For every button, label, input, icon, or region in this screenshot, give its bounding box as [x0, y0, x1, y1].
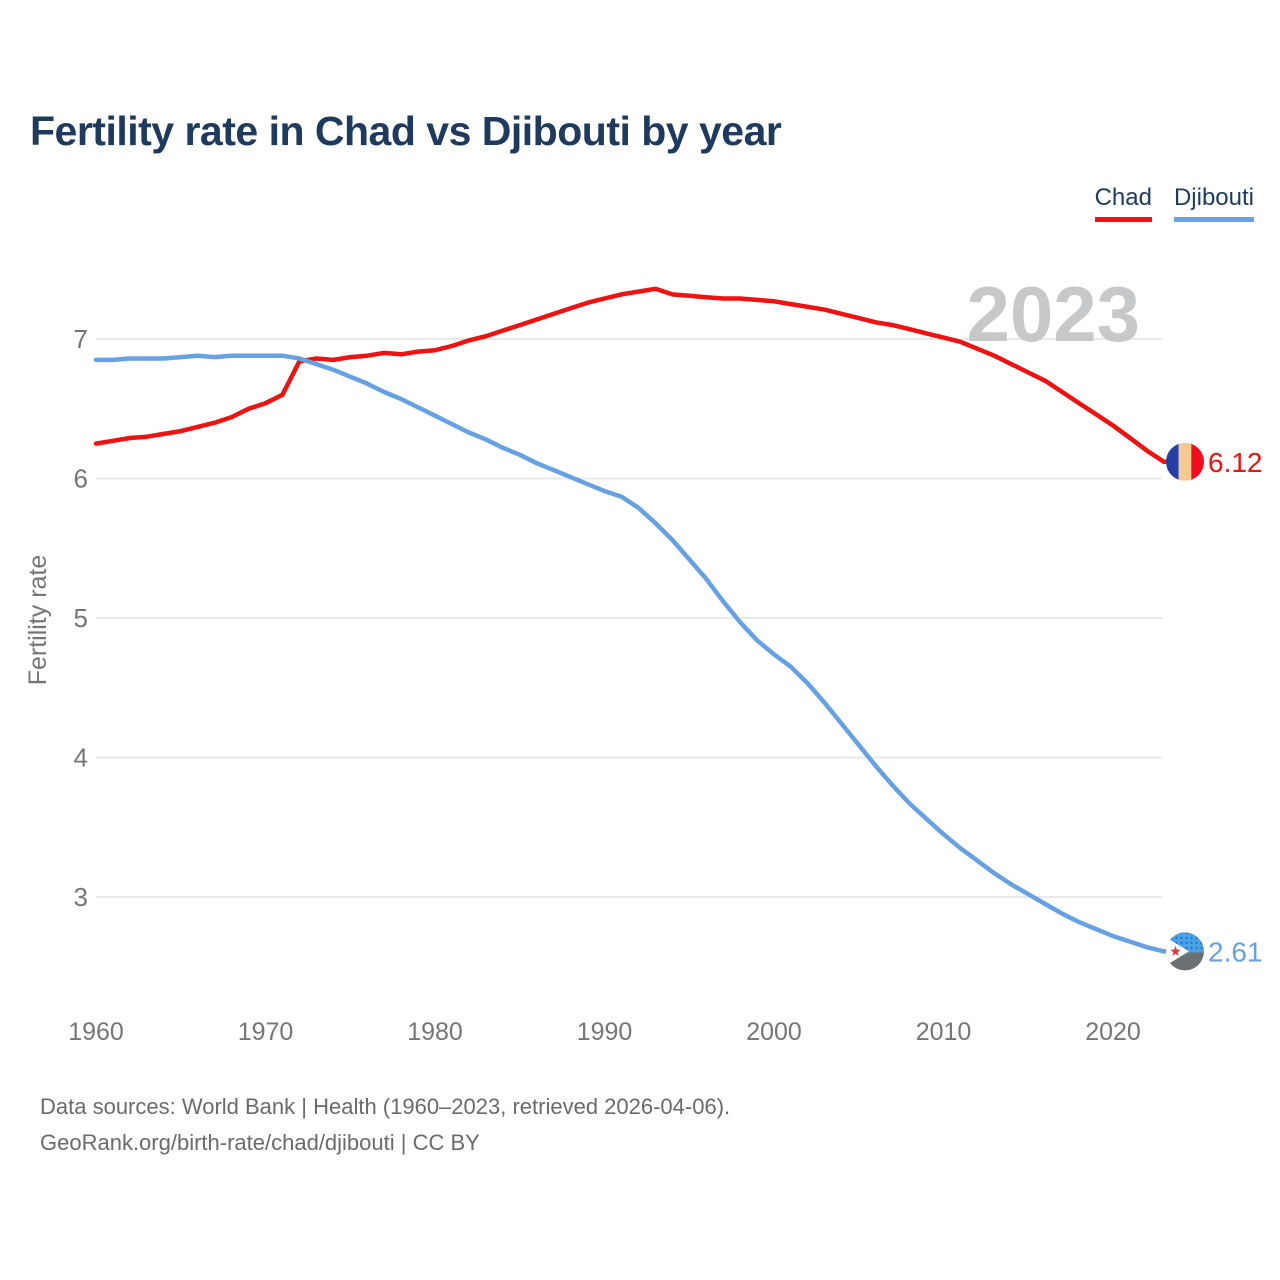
x-tick-label-1970: 1970 [238, 1018, 294, 1046]
x-tick-label-1990: 1990 [577, 1018, 633, 1046]
legend-item-djibouti[interactable]: Djibouti [1173, 184, 1254, 222]
legend: Chad Djibouti [1094, 184, 1254, 222]
y-tick-label-7: 7 [74, 324, 88, 354]
x-tick-label-1960: 1960 [68, 1018, 124, 1046]
y-tick-label-4: 4 [74, 743, 88, 773]
chad-flag-icon [1166, 442, 1204, 481]
year-watermark: 2023 [966, 270, 1140, 358]
x-tick-label-1980: 1980 [407, 1018, 463, 1046]
djibouti-end-value-label: 2.61 [1208, 936, 1263, 967]
y-tick-label-3: 3 [74, 882, 88, 912]
footer-sources: Data sources: World Bank | Health (1960–… [40, 1094, 731, 1119]
x-tick-label-2010: 2010 [916, 1018, 972, 1046]
x-tick-label-2020: 2020 [1085, 1018, 1141, 1046]
chad-end-value-label: 6.12 [1208, 447, 1263, 478]
y-tick-label-6: 6 [74, 464, 88, 494]
x-tick-label-2000: 2000 [746, 1018, 802, 1046]
y-axis-label: Fertility rate [24, 555, 52, 686]
y-tick-label-5: 5 [74, 603, 88, 633]
chad-line-series [93, 286, 1172, 465]
djibouti-line-series [93, 353, 1172, 954]
footer-attribution: GeoRank.org/birth-rate/chad/djibouti | C… [40, 1130, 480, 1155]
djibouti-flag-icon [1166, 932, 1204, 971]
page-title: Fertility rate in Chad vs Djibouti by ye… [30, 108, 782, 154]
chart-footer: Data sources: World Bank | Health (1960–… [40, 1089, 730, 1161]
legend-item-chad[interactable]: Chad [1094, 184, 1152, 222]
